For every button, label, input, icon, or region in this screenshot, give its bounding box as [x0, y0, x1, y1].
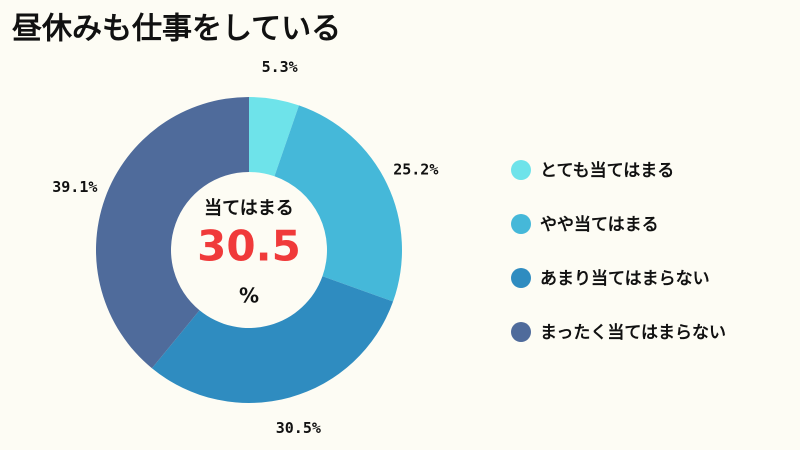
legend-marker	[511, 214, 531, 234]
center-unit: %	[239, 284, 259, 308]
legend-label: まったく当てはまらない	[540, 322, 726, 343]
legend-label: とても当てはまる	[540, 160, 674, 181]
value-label: 5.3%	[262, 58, 298, 76]
center-label: 当てはまる	[204, 197, 294, 219]
legend-marker	[511, 160, 531, 180]
value-label: 39.1%	[52, 178, 97, 196]
chart-title: 昼休みも仕事をしている	[12, 12, 341, 47]
donut-segment	[151, 276, 394, 404]
legend-label: やや当てはまる	[540, 214, 659, 235]
legend-marker	[511, 268, 531, 288]
donut-segment	[274, 105, 402, 302]
value-label: 25.2%	[393, 160, 438, 178]
legend-label: あまり当てはまらない	[540, 268, 710, 289]
legend-marker	[511, 322, 531, 342]
value-label: 30.5%	[276, 419, 321, 437]
center-value: 30.5	[197, 222, 301, 271]
donut-segment	[96, 97, 250, 369]
donut-segment	[249, 97, 299, 177]
